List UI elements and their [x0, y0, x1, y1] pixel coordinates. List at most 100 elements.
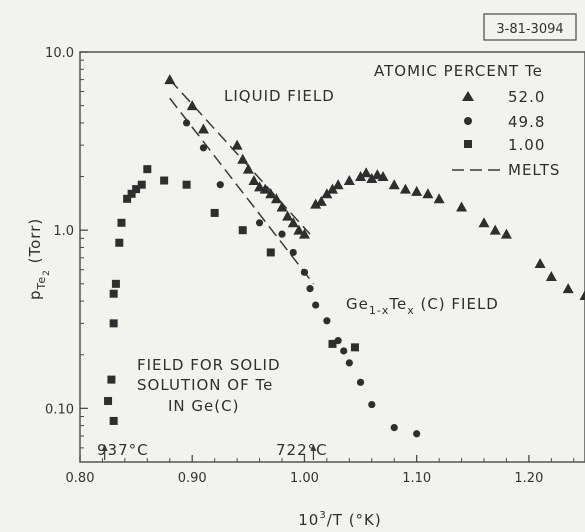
- point-52: [343, 175, 355, 186]
- legend-marker-circle: [464, 117, 472, 125]
- point-1: [109, 416, 118, 425]
- x-tick-label: 0.90: [178, 471, 207, 486]
- point-52: [242, 163, 254, 174]
- point-49: [312, 301, 320, 309]
- point-52: [411, 185, 423, 196]
- point-49: [340, 347, 348, 355]
- point-49: [390, 423, 398, 432]
- point-52: [298, 228, 310, 239]
- temp-arrow-head: [310, 444, 317, 451]
- point-1: [104, 396, 113, 405]
- point-52: [276, 201, 288, 212]
- temp-937-label: 937°C: [97, 441, 149, 459]
- point-52: [164, 74, 176, 85]
- legend-marker-triangle: [462, 91, 474, 101]
- figure-id: 3-81-3094: [496, 22, 563, 37]
- point-49: [255, 219, 264, 227]
- point-52: [478, 217, 490, 228]
- melt-line: [169, 79, 311, 235]
- legend-label-1: 1.00: [508, 136, 545, 154]
- y-tick-label: 1.0: [53, 224, 74, 239]
- point-52: [282, 210, 294, 221]
- point-52: [579, 289, 585, 300]
- point-1: [137, 180, 146, 189]
- point-1: [210, 208, 219, 217]
- point-52: [545, 270, 557, 281]
- plot-frame: [79, 51, 585, 463]
- point-52: [377, 171, 389, 182]
- point-1: [266, 248, 275, 257]
- point-49: [199, 144, 208, 152]
- point-52: [270, 193, 282, 204]
- point-52: [500, 228, 512, 239]
- point-1: [350, 343, 359, 352]
- point-52: [186, 100, 198, 111]
- gete-field-label: Ge1-xTex (C) FIELD: [346, 295, 499, 317]
- legend-label-52: 52.0: [508, 88, 545, 106]
- point-49: [356, 378, 365, 386]
- figure-id-box: [483, 13, 577, 41]
- point-52: [259, 183, 271, 194]
- point-52: [321, 188, 333, 199]
- axis-ticks: 0.80 0.90 1.00 1.10 1.20 0.10 1.0 10.0: [45, 46, 575, 486]
- y-axis-label: pTe2 (Torr): [26, 218, 52, 300]
- point-52: [327, 183, 338, 194]
- point-1: [123, 194, 132, 203]
- point-49: [306, 285, 314, 293]
- point-52: [562, 283, 574, 294]
- point-1: [160, 176, 169, 185]
- solid-field-label-line3: IN Ge(C): [168, 397, 239, 415]
- point-1: [182, 180, 191, 189]
- point-52: [287, 217, 299, 228]
- point-52: [197, 123, 209, 134]
- point-52: [355, 171, 367, 182]
- legend-label-melts: MELTS: [508, 161, 560, 179]
- point-52: [293, 224, 305, 235]
- x-tick-label: 1.20: [514, 471, 543, 486]
- point-49: [413, 430, 421, 438]
- x-tick-label: 1.00: [290, 471, 319, 486]
- x-tick-label: 0.80: [66, 471, 95, 486]
- point-52: [399, 183, 411, 194]
- point-52: [422, 188, 434, 199]
- solid-field-label-line1: FIELD FOR SOLID: [137, 356, 281, 374]
- point-49: [289, 248, 297, 257]
- point-52: [489, 224, 501, 235]
- point-49: [278, 230, 286, 238]
- point-52: [366, 173, 378, 184]
- melt-line: [169, 97, 315, 285]
- point-52: [310, 198, 322, 209]
- point-52: [248, 175, 260, 186]
- temp-arrow-head: [101, 444, 108, 451]
- y-tick-label: 0.10: [45, 402, 74, 417]
- point-52: [237, 153, 249, 164]
- temp-722-label: 722°C: [276, 441, 328, 459]
- point-1: [115, 238, 124, 247]
- point-49: [300, 268, 309, 276]
- point-52: [231, 139, 243, 150]
- solid-field-label-line2: SOLUTION OF Te: [137, 376, 273, 394]
- point-49: [368, 400, 376, 409]
- point-49: [183, 119, 191, 127]
- point-1: [111, 279, 120, 288]
- point-49: [345, 359, 353, 367]
- point-1: [132, 185, 141, 194]
- point-49: [323, 317, 331, 325]
- point-52: [388, 179, 400, 190]
- point-1: [109, 289, 118, 298]
- legend-title: ATOMIC PERCENT Te: [374, 62, 543, 80]
- point-1: [107, 375, 116, 384]
- point-1: [328, 339, 337, 348]
- legend: ATOMIC PERCENT Te 52.0 49.8 1.00 MELTS: [374, 62, 560, 179]
- point-52: [332, 179, 344, 190]
- legend-marker-square: [464, 140, 472, 148]
- point-1: [238, 226, 247, 235]
- point-1: [109, 319, 118, 328]
- legend-label-49: 49.8: [508, 113, 545, 131]
- x-axis-label: 103/T (°K): [298, 510, 382, 529]
- liquid-field-label: LIQUID FIELD: [224, 87, 335, 105]
- point-1: [117, 218, 126, 227]
- point-52: [265, 188, 277, 199]
